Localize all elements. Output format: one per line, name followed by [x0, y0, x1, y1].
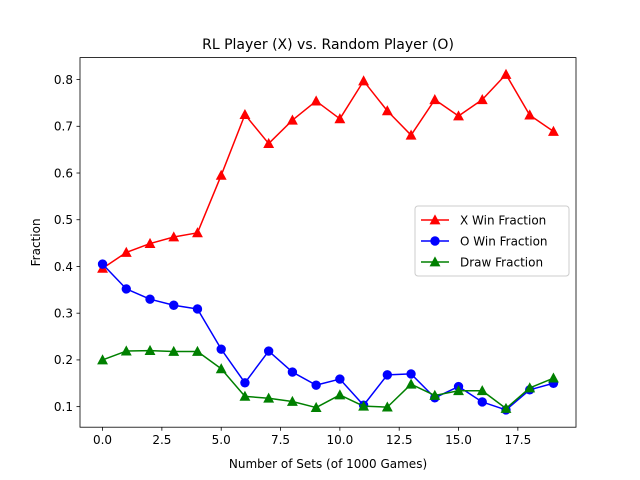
- chart-title: RL Player (X) vs. Random Player (O): [202, 37, 454, 53]
- data-point: [263, 137, 275, 148]
- data-point: [168, 345, 180, 356]
- data-point: [358, 400, 370, 411]
- x-tick-label: 2.5: [152, 433, 171, 447]
- data-point: [145, 294, 155, 304]
- data-point: [335, 374, 345, 384]
- data-point: [524, 382, 536, 393]
- data-point: [406, 369, 416, 379]
- series-draw-fraction: [97, 344, 559, 413]
- data-point: [476, 385, 488, 396]
- x-tick-label: 7.5: [271, 433, 290, 447]
- y-tick-label: 0.2: [54, 353, 73, 367]
- legend-frame: [414, 205, 570, 277]
- data-point: [144, 237, 156, 248]
- data-point: [286, 114, 298, 125]
- legend-item: O Win Fraction: [421, 234, 548, 248]
- y-tick-label: 0.3: [54, 306, 73, 320]
- series-x-win-fraction: [97, 68, 559, 273]
- data-point: [168, 231, 180, 242]
- data-point: [311, 380, 321, 390]
- data-point: [310, 401, 322, 412]
- data-point: [381, 401, 393, 412]
- data-point: [216, 344, 226, 354]
- data-point: [453, 110, 464, 121]
- data-point: [215, 363, 227, 374]
- data-point: [192, 345, 203, 356]
- y-tick-label: 0.1: [54, 400, 73, 414]
- data-point: [240, 378, 250, 388]
- data-point: [169, 300, 179, 310]
- data-point: [286, 395, 298, 406]
- data-point: [287, 367, 298, 377]
- y-tick-label: 0.4: [54, 260, 73, 274]
- data-point: [477, 397, 487, 407]
- data-point: [192, 304, 203, 314]
- data-point: [121, 284, 131, 294]
- x-tick-label: 0.0: [93, 433, 112, 447]
- data-point: [405, 378, 417, 389]
- data-point: [382, 370, 393, 380]
- data-point: [263, 346, 274, 356]
- legend-label: Draw Fraction: [460, 255, 543, 269]
- data-point: [97, 259, 108, 269]
- legend-item: X Win Fraction: [421, 213, 546, 227]
- data-point: [310, 95, 322, 106]
- data-point: [524, 109, 536, 120]
- data-point: [239, 108, 251, 120]
- y-axis-label: Fraction: [29, 218, 43, 266]
- legend: X Win Fraction O Win Fraction Draw Fractio…: [414, 205, 570, 277]
- data-point: [548, 372, 559, 383]
- legend-marker: [429, 214, 441, 225]
- legend-marker: [429, 256, 441, 267]
- legend-marker: [430, 236, 440, 246]
- x-tick-label: 15.0: [445, 433, 472, 447]
- data-point: [192, 227, 203, 238]
- data-point: [215, 169, 227, 180]
- data-point: [97, 354, 108, 365]
- data-point: [263, 392, 275, 403]
- series-line: [102, 349, 554, 410]
- data-point: [334, 389, 346, 400]
- data-point: [429, 94, 441, 105]
- x-tick-label: 12.5: [386, 433, 413, 447]
- y-tick-label: 0.6: [54, 166, 73, 180]
- axis-layer: [79, 57, 577, 428]
- data-point: [144, 344, 156, 355]
- y-tick-label: 0.8: [54, 73, 73, 87]
- data-point: [120, 345, 132, 356]
- data-point: [453, 385, 464, 396]
- data-point: [334, 113, 346, 124]
- x-tick-label: 10.0: [327, 433, 354, 447]
- legend-label: X Win Fraction: [460, 213, 546, 227]
- legend-label: O Win Fraction: [460, 234, 548, 248]
- data-point: [120, 246, 132, 257]
- x-tick-label: 17.5: [504, 433, 531, 447]
- legend-item: Draw Fraction: [421, 255, 543, 269]
- data-point: [381, 105, 393, 116]
- y-tick-label: 0.7: [54, 120, 73, 134]
- data-point: [405, 129, 417, 140]
- data-point: [358, 75, 370, 86]
- data-point: [476, 94, 488, 105]
- tick-layer: 0.0 2.5 5.0 7.5 10.0 12.5 15.0 17.5 0.1 0.2 0.3 0.4…: [54, 73, 531, 447]
- plot-frame: [79, 57, 577, 428]
- data-point: [429, 389, 441, 400]
- data-point: [500, 402, 512, 413]
- x-tick-label: 5.0: [212, 433, 231, 447]
- data-point: [500, 68, 512, 79]
- x-axis-label: Number of Sets (of 1000 Games): [229, 457, 427, 471]
- data-point: [548, 125, 559, 136]
- y-tick-label: 0.5: [54, 213, 73, 227]
- series-layer: [97, 68, 559, 415]
- data-point: [239, 390, 251, 401]
